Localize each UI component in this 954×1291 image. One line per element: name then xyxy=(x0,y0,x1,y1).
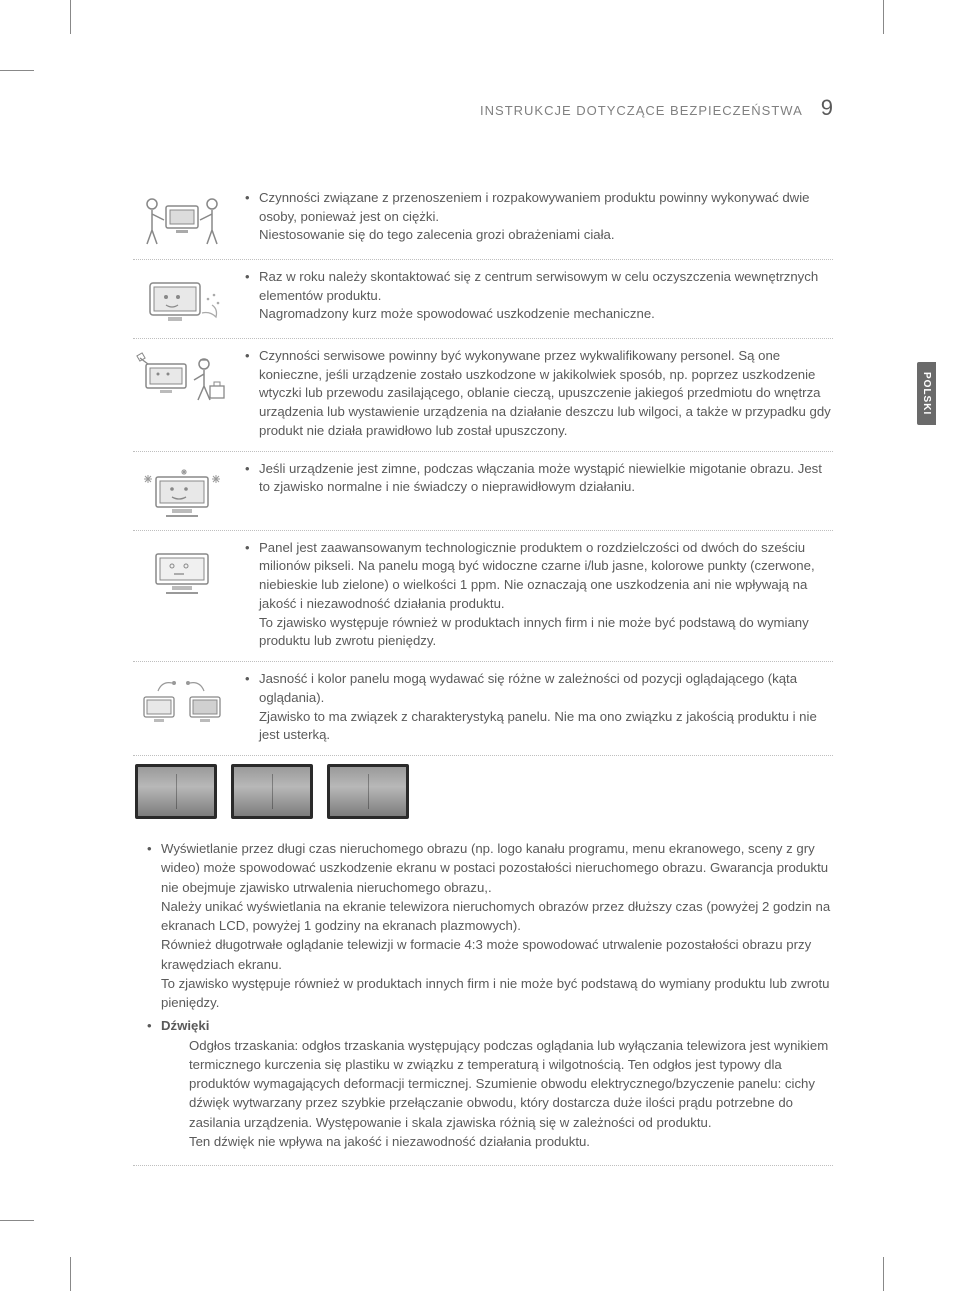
info-text: Czynności związane z przenoszeniem i roz… xyxy=(245,189,833,249)
info-row: Jeśli urządzenie jest zimne, podczas włą… xyxy=(133,452,833,531)
thumbnail-image xyxy=(135,764,217,819)
two-people-carry-icon xyxy=(137,191,227,249)
body-item: Wyświetlanie przez długi czas nieruchome… xyxy=(133,839,833,1012)
panel-dots-icon xyxy=(137,541,227,599)
monitor-dust-icon xyxy=(137,270,227,328)
crop-mark xyxy=(70,1257,71,1291)
info-text: Jeśli urządzenie jest zimne, podczas włą… xyxy=(245,460,833,520)
info-icon-cell xyxy=(133,347,231,441)
body-item-text: Wyświetlanie przez długi czas nieruchome… xyxy=(161,841,830,1010)
cold-monitor-icon xyxy=(137,462,227,520)
info-icon-cell xyxy=(133,460,231,520)
body-item-title: Dźwięki xyxy=(161,1018,209,1033)
crop-mark xyxy=(883,0,884,34)
crop-mark xyxy=(0,1220,34,1221)
info-text: Panel jest zaawansowanym technologicznie… xyxy=(245,539,833,651)
info-icon-cell xyxy=(133,268,231,328)
body-item: Dźwięki Odgłos trzaskania: odgłos trzask… xyxy=(133,1016,833,1151)
service-person-icon xyxy=(137,349,227,407)
crop-mark xyxy=(70,0,71,34)
body-bullet-list: Wyświetlanie przez długi czas nieruchome… xyxy=(133,839,833,1166)
info-row: Raz w roku należy skontaktować się z cen… xyxy=(133,260,833,339)
info-row: Czynności związane z przenoszeniem i roz… xyxy=(133,181,833,260)
section-title: INSTRUKCJE DOTYCZĄCE BEZPIECZEŃSTWA xyxy=(480,103,803,118)
image-retention-thumbnails xyxy=(133,756,833,839)
page-number: 9 xyxy=(821,95,833,121)
info-icon-cell xyxy=(133,539,231,651)
viewing-angle-icon xyxy=(137,672,227,730)
info-row: Jasność i kolor panelu mogą wydawać się … xyxy=(133,662,833,756)
body-item-text: Odgłos trzaskania: odgłos trzaskania wys… xyxy=(161,1036,833,1152)
info-row: Czynności serwisowe powinny być wykonywa… xyxy=(133,339,833,452)
crop-mark xyxy=(0,70,34,71)
crop-mark xyxy=(883,1257,884,1291)
page-content: INSTRUKCJE DOTYCZĄCE BEZPIECZEŃSTWA 9 Cz… xyxy=(133,95,833,1166)
info-text: Jasność i kolor panelu mogą wydawać się … xyxy=(245,670,833,745)
info-row: Panel jest zaawansowanym technologicznie… xyxy=(133,531,833,662)
info-text: Raz w roku należy skontaktować się z cen… xyxy=(245,268,833,328)
language-tab: POLSKI xyxy=(917,362,936,425)
info-text: Czynności serwisowe powinny być wykonywa… xyxy=(245,347,833,441)
info-icon-cell xyxy=(133,670,231,745)
thumbnail-image xyxy=(327,764,409,819)
page-header: INSTRUKCJE DOTYCZĄCE BEZPIECZEŃSTWA 9 xyxy=(133,95,833,121)
thumbnail-image xyxy=(231,764,313,819)
info-icon-cell xyxy=(133,189,231,249)
